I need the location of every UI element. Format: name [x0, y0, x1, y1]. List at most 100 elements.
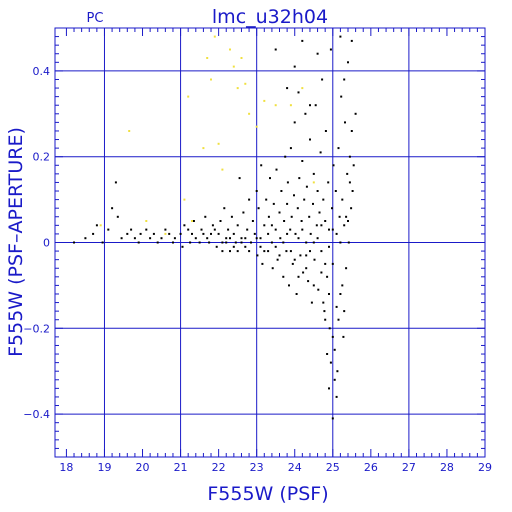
- data-point: [187, 95, 190, 98]
- data-point: [173, 237, 176, 240]
- data-point: [282, 275, 285, 278]
- data-point: [347, 220, 349, 222]
- data-point: [328, 327, 331, 330]
- data-point: [232, 232, 235, 235]
- data-point: [312, 181, 315, 184]
- data-point: [305, 254, 308, 257]
- data-point: [274, 48, 277, 51]
- data-point: [317, 288, 320, 291]
- data-point: [329, 48, 332, 51]
- data-point: [313, 258, 316, 261]
- data-point: [293, 121, 296, 124]
- data-point: [294, 232, 297, 235]
- data-point: [232, 65, 235, 68]
- data-point: [345, 267, 348, 270]
- data-point: [206, 57, 209, 59]
- data-point: [120, 237, 123, 240]
- data-point: [160, 237, 163, 240]
- data-point: [240, 237, 243, 240]
- data-point: [276, 258, 279, 261]
- data-point: [230, 215, 233, 218]
- data-point: [73, 241, 75, 244]
- data-point: [316, 237, 319, 240]
- data-point: [251, 220, 254, 222]
- data-point: [213, 35, 216, 38]
- data-point: [84, 237, 87, 240]
- data-point: [312, 172, 315, 175]
- data-point: [238, 177, 241, 180]
- data-point: [286, 181, 289, 184]
- data-point: [332, 164, 335, 167]
- data-point: [202, 232, 205, 235]
- data-point: [255, 125, 258, 128]
- data-point: [242, 211, 245, 214]
- data-point: [324, 130, 327, 132]
- data-point: [304, 112, 307, 115]
- x-tick-label: 28: [440, 461, 454, 474]
- data-point: [265, 198, 268, 201]
- data-point: [297, 275, 300, 278]
- data-point: [240, 241, 243, 244]
- data-point: [244, 237, 247, 240]
- data-point: [335, 395, 338, 398]
- data-point: [320, 271, 323, 274]
- data-point: [348, 155, 351, 158]
- data-point: [149, 237, 152, 240]
- data-point: [326, 353, 329, 355]
- data-point: [320, 224, 323, 227]
- data-point: [337, 147, 340, 150]
- data-point: [187, 228, 190, 231]
- grid-lines: [55, 28, 485, 457]
- data-point: [310, 301, 313, 304]
- x-tick-label: 25: [326, 461, 340, 474]
- data-point: [339, 293, 342, 295]
- chart-subtitle: PC: [87, 11, 104, 26]
- x-tick-label: 22: [212, 461, 226, 474]
- x-tick-label: 20: [136, 461, 150, 474]
- data-point: [308, 215, 311, 218]
- data-point: [280, 190, 283, 192]
- data-point: [285, 250, 288, 253]
- data-point: [326, 275, 329, 278]
- data-point: [101, 241, 104, 244]
- data-point: [248, 112, 251, 115]
- data-point: [191, 220, 193, 222]
- data-point: [328, 387, 330, 390]
- data-point: [217, 232, 220, 235]
- data-point: [271, 267, 274, 270]
- data-point: [286, 202, 289, 205]
- x-tick-labels: 18 19 20 21 22 23 24 25 26 27 28 29: [59, 461, 492, 474]
- data-point: [346, 172, 349, 175]
- data-point: [293, 258, 296, 261]
- data-point: [322, 198, 325, 201]
- data-point: [215, 245, 218, 248]
- data-point: [189, 241, 192, 244]
- data-points: [73, 35, 357, 420]
- data-point: [316, 190, 319, 192]
- x-tick-label: 18: [59, 461, 73, 474]
- data-point: [260, 164, 263, 167]
- data-point: [267, 215, 270, 218]
- data-point: [183, 198, 186, 201]
- data-point: [315, 224, 318, 227]
- data-point: [221, 250, 224, 253]
- data-point: [347, 241, 350, 244]
- data-point: [225, 237, 228, 240]
- data-point: [318, 211, 321, 214]
- data-point: [309, 104, 311, 107]
- x-tick-label: 23: [250, 461, 264, 474]
- data-point: [331, 335, 334, 338]
- data-point: [116, 215, 119, 218]
- data-point: [227, 228, 230, 231]
- data-point: [333, 348, 336, 351]
- data-point: [333, 378, 336, 381]
- data-point: [168, 232, 171, 235]
- data-point: [248, 198, 251, 201]
- data-point: [331, 417, 334, 420]
- data-point: [259, 245, 262, 248]
- data-point: [305, 241, 308, 244]
- x-tick-label: 21: [174, 461, 188, 474]
- data-point: [208, 241, 211, 244]
- data-point: [299, 254, 302, 257]
- data-point: [274, 104, 277, 107]
